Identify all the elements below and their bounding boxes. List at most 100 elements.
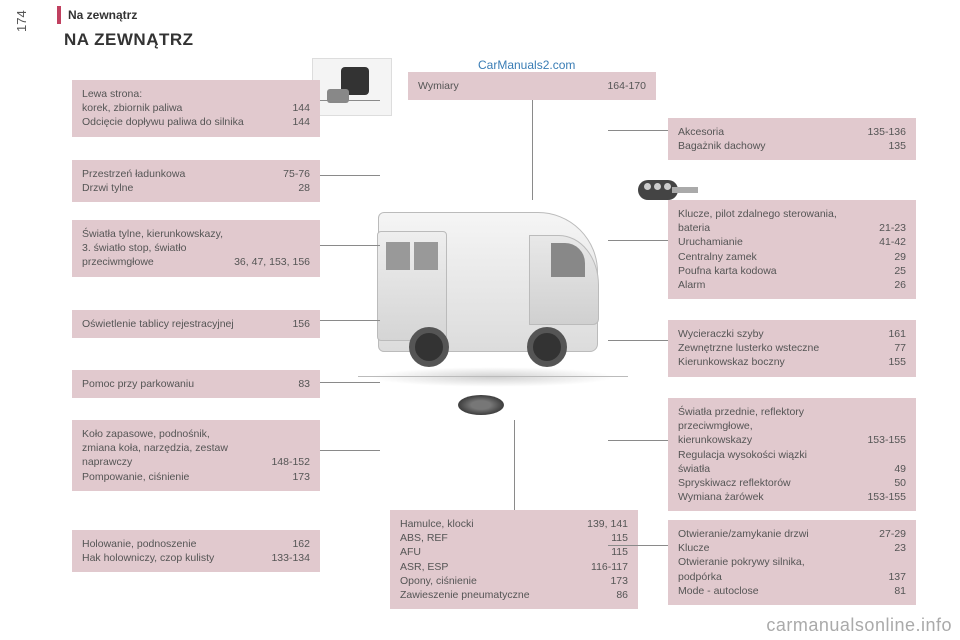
index-label: zmiana koła, narzędzia, zestaw <box>82 441 310 455</box>
index-page: 161 <box>888 327 906 341</box>
index-row: Otwieranie/zamykanie drzwi27-29 <box>678 527 906 541</box>
index-label: Koło zapasowe, podnośnik, <box>82 427 310 441</box>
index-label: Odcięcie dopływu paliwa do silnika <box>82 115 284 129</box>
index-row: Klucze23 <box>678 541 906 555</box>
index-label: Przestrzeń ładunkowa <box>82 167 275 181</box>
index-page: 173 <box>292 470 310 484</box>
index-page: 139, 141 <box>587 517 628 531</box>
index-row: ASR, ESP116-117 <box>400 560 628 574</box>
index-label: Wymiary <box>418 79 599 93</box>
index-row: Światła przednie, reflektory <box>678 405 906 419</box>
index-label: Regulacja wysokości wiązki <box>678 448 906 462</box>
right-box-3: Światła przednie, reflektoryprzeciwmgłow… <box>668 398 916 511</box>
index-page: 144 <box>292 101 310 115</box>
bottom-center-box: Hamulce, klocki 139, 141ABS, REF 115AFU115… <box>390 510 638 609</box>
index-label: Bagażnik dachowy <box>678 139 880 153</box>
leader-line <box>514 420 515 510</box>
index-page: 28 <box>298 181 310 195</box>
index-label: AFU <box>400 545 603 559</box>
index-row: przeciwmgłowe36, 47, 153, 156 <box>82 255 310 269</box>
index-row: Wymiary 164-170 <box>418 79 646 93</box>
leader-line <box>320 175 380 176</box>
index-page: 41-42 <box>879 235 906 249</box>
page-title: NA ZEWNĄTRZ <box>64 30 194 50</box>
index-page: 21-23 <box>879 221 906 235</box>
index-row: naprawczy148-152 <box>82 455 310 469</box>
index-row: Akcesoria135-136 <box>678 125 906 139</box>
index-page: 83 <box>298 377 310 391</box>
index-page: 173 <box>610 574 628 588</box>
index-row: Zewnętrzne lusterko wsteczne77 <box>678 341 906 355</box>
index-row: korek, zbiornik paliwa144 <box>82 101 310 115</box>
index-row: Alarm 26 <box>678 278 906 292</box>
index-row: Hamulce, klocki 139, 141 <box>400 517 628 531</box>
index-row: Pomoc przy parkowaniu 83 <box>82 377 310 391</box>
index-page: 25 <box>894 264 906 278</box>
index-row: kierunkowskazy153-155 <box>678 433 906 447</box>
index-row: podpórka137 <box>678 570 906 584</box>
index-row: Drzwi tylne28 <box>82 181 310 195</box>
watermark-bottom: carmanualsonline.info <box>766 615 952 636</box>
index-row: Kierunkowskaz boczny155 <box>678 355 906 369</box>
right-box-1: Klucze, pilot zdalnego sterowania,bateri… <box>668 200 916 299</box>
index-label: Zawieszenie pneumatyczne <box>400 588 608 602</box>
index-page: 115 <box>611 531 628 545</box>
leader-line <box>320 450 380 451</box>
index-page: 135 <box>888 139 906 153</box>
index-label: Centralny zamek <box>678 250 886 264</box>
index-row: Opony, ciśnienie173 <box>400 574 628 588</box>
index-label: Lewa strona: <box>82 87 310 101</box>
index-label: Kierunkowskaz boczny <box>678 355 880 369</box>
index-label: światła <box>678 462 886 476</box>
index-page: 135-136 <box>867 125 906 139</box>
index-label: naprawczy <box>82 455 263 469</box>
index-row: przeciwmgłowe, <box>678 419 906 433</box>
leader-line <box>608 340 668 341</box>
left-box-6: Holowanie, podnoszenie 162 Hak holowniczy,… <box>72 530 320 572</box>
leader-line <box>608 240 668 241</box>
index-label: Pomoc przy parkowaniu <box>82 377 290 391</box>
left-box-3: Oświetlenie tablicy rejestracyjnej156 <box>72 310 320 338</box>
leader-line <box>608 440 668 441</box>
leader-line <box>320 382 380 383</box>
index-row: Światła tylne, kierunkowskazy, <box>82 227 310 241</box>
index-row: ABS, REF 115 <box>400 531 628 545</box>
index-page: 26 <box>894 278 906 292</box>
index-label: Wymiana żarówek <box>678 490 859 504</box>
index-label: ABS, REF <box>400 531 603 545</box>
leader-line <box>320 245 380 246</box>
index-page: 81 <box>894 584 906 598</box>
index-label: Hamulce, klocki <box>400 517 579 531</box>
index-label: Alarm <box>678 278 886 292</box>
index-row: AFU115 <box>400 545 628 559</box>
index-label: Mode - autoclose <box>678 584 886 598</box>
leader-line <box>320 320 380 321</box>
index-row: Lewa strona: <box>82 87 310 101</box>
index-label: Hak holowniczy, czop kulisty <box>82 551 263 565</box>
right-box-4: Otwieranie/zamykanie drzwi27-29Klucze23O… <box>668 520 916 605</box>
watermark-top: CarManuals2.com <box>478 58 575 72</box>
left-box-1: Przestrzeń ładunkowa75-76Drzwi tylne28 <box>72 160 320 202</box>
left-box-0: Lewa strona:korek, zbiornik paliwa144Odc… <box>72 80 320 137</box>
index-page: 137 <box>888 570 906 584</box>
index-label: Holowanie, podnoszenie <box>82 537 284 551</box>
index-row: Spryskiwacz reflektorów50 <box>678 476 906 490</box>
index-label: Uruchamianie <box>678 235 871 249</box>
index-row: Koło zapasowe, podnośnik, <box>82 427 310 441</box>
index-label: przeciwmgłowe, <box>678 419 906 433</box>
index-page: 162 <box>292 537 310 551</box>
index-label: Klucze <box>678 541 886 555</box>
left-box-4: Pomoc przy parkowaniu 83 <box>72 370 320 398</box>
index-page: 86 <box>616 588 628 602</box>
index-page: 133-134 <box>271 551 310 565</box>
index-label: Pompowanie, ciśnienie <box>82 470 284 484</box>
index-label: kierunkowskazy <box>678 433 859 447</box>
index-label: 3. światło stop, światło <box>82 241 310 255</box>
index-row: Odcięcie dopływu paliwa do silnika144 <box>82 115 310 129</box>
index-row: Centralny zamek29 <box>678 250 906 264</box>
index-row: Poufna karta kodowa 25 <box>678 264 906 278</box>
index-label: Klucze, pilot zdalnego sterowania, <box>678 207 906 221</box>
index-row: Bagażnik dachowy 135 <box>678 139 906 153</box>
index-page: 164-170 <box>607 79 646 93</box>
index-label: Poufna karta kodowa <box>678 264 886 278</box>
